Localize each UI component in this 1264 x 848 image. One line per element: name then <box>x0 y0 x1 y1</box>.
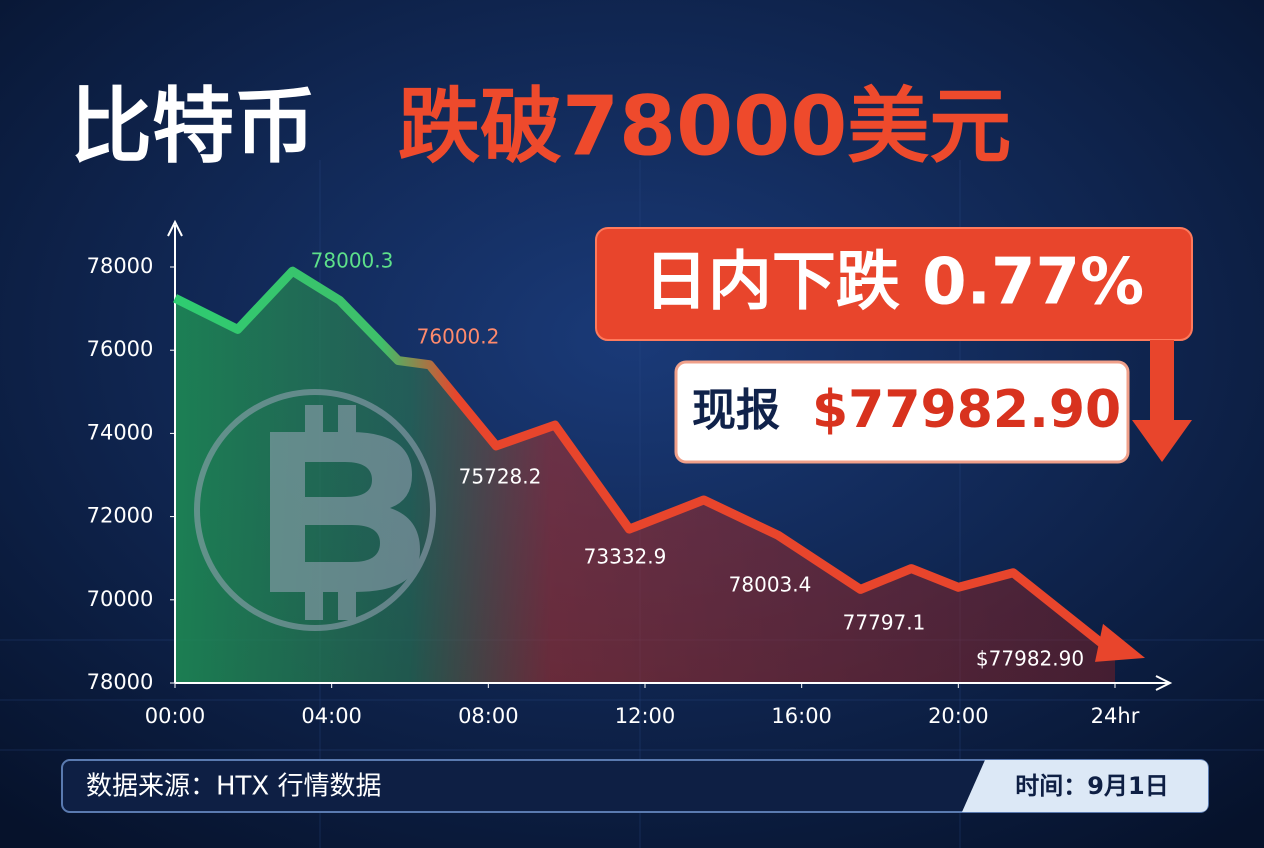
y-tick-label: 78000 <box>87 254 154 278</box>
footer-source: 数据来源：HTX 行情数据 <box>86 772 382 802</box>
price-value: $77982.90 <box>812 380 1121 440</box>
price-label: 现报 <box>692 385 780 436</box>
y-tick-label: 74000 <box>87 420 154 444</box>
annotation: 76000.2 <box>417 325 500 349</box>
bitcoin-logo <box>194 389 436 631</box>
annotation: 73332.9 <box>584 545 667 569</box>
line-arrowhead <box>1095 623 1145 662</box>
y-tick-label: 70000 <box>87 587 154 611</box>
y-tick-label: 72000 <box>87 504 154 528</box>
footer-date-box <box>962 760 1208 812</box>
x-tick-label: 08:00 <box>458 704 519 728</box>
annotation: 78003.4 <box>729 573 812 597</box>
x-tick-label: 24hr <box>1091 704 1140 728</box>
footer-date: 时间：9月1日 <box>1015 772 1168 800</box>
price-box <box>674 360 1130 464</box>
annotation: 75728.2 <box>459 465 542 489</box>
title-white: 比特币 <box>70 79 316 174</box>
x-tick-label: 12:00 <box>615 704 676 728</box>
title-red: 跌破78000美元 <box>398 79 1011 174</box>
annotation: $77982.90 <box>976 647 1084 671</box>
line <box>172 266 1118 658</box>
change-badge <box>595 227 1193 341</box>
x-tick-label: 16:00 <box>771 704 832 728</box>
change-text: 日内下跌 0.77% <box>644 246 1144 320</box>
x-tick-label: 00:00 <box>145 704 206 728</box>
x-axis <box>175 675 1173 691</box>
down-arrow <box>1132 340 1192 462</box>
y-tick-label: 78000 <box>87 670 154 694</box>
x-tick-label: 20:00 <box>928 704 989 728</box>
annotation: 78000.3 <box>311 249 394 273</box>
annotation: 77797.1 <box>843 611 926 635</box>
y-tick-label: 76000 <box>87 337 154 361</box>
x-tick-label: 04:00 <box>301 704 362 728</box>
